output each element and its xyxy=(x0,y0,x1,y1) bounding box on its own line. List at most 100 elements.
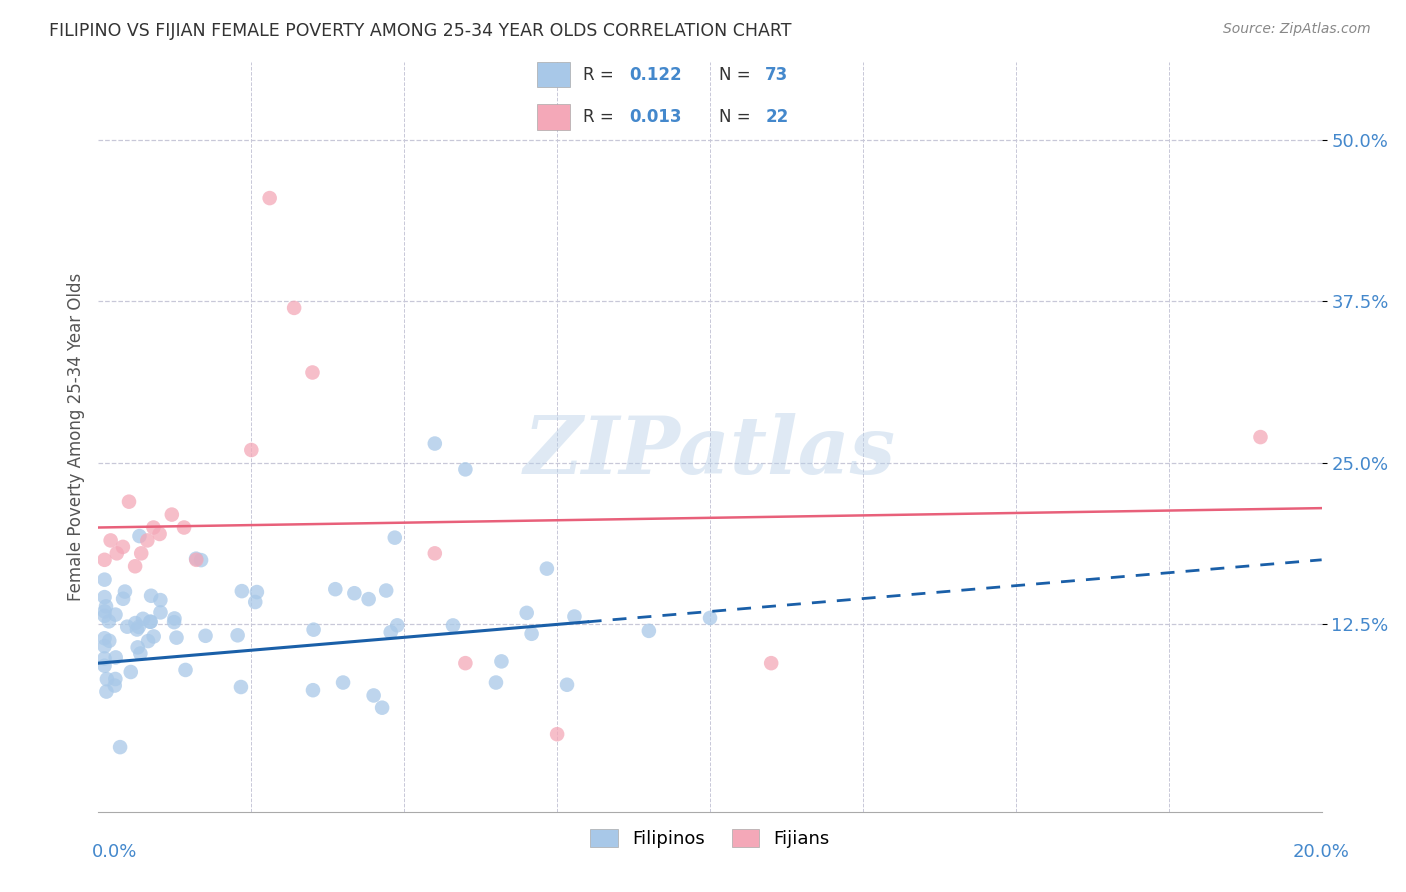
Text: ZIPatlas: ZIPatlas xyxy=(524,413,896,491)
Point xyxy=(516,606,538,620)
Point xyxy=(124,559,146,574)
Point xyxy=(240,442,263,457)
Point xyxy=(142,629,165,643)
Point xyxy=(118,494,141,508)
Point xyxy=(97,615,120,629)
Text: R =: R = xyxy=(583,66,620,84)
Point xyxy=(357,592,380,607)
Point xyxy=(94,599,117,614)
Point xyxy=(96,672,118,686)
Point xyxy=(423,436,446,450)
Point xyxy=(536,561,558,575)
Point xyxy=(149,606,172,620)
Point xyxy=(132,612,155,626)
Bar xyxy=(537,104,571,130)
Point xyxy=(283,301,305,315)
Bar xyxy=(537,62,571,87)
Point xyxy=(100,533,122,548)
Point xyxy=(246,585,269,599)
Point xyxy=(128,529,150,543)
Point xyxy=(163,615,186,629)
Point xyxy=(142,520,165,534)
Point xyxy=(259,191,281,205)
Point xyxy=(380,625,402,640)
Text: 0.122: 0.122 xyxy=(630,66,682,84)
Point xyxy=(1249,430,1271,444)
Text: N =: N = xyxy=(718,108,756,126)
Point xyxy=(375,583,398,598)
Point xyxy=(127,640,149,655)
Point xyxy=(115,620,138,634)
Point xyxy=(125,623,148,637)
Point xyxy=(149,593,172,607)
Point xyxy=(190,553,212,567)
Point xyxy=(149,527,172,541)
Text: N =: N = xyxy=(718,66,756,84)
Point xyxy=(166,631,188,645)
Point xyxy=(104,672,127,686)
Point xyxy=(454,462,477,476)
Point xyxy=(194,629,217,643)
Point xyxy=(105,546,128,560)
Point xyxy=(564,609,586,624)
Point xyxy=(112,591,135,606)
Point xyxy=(163,611,186,625)
Point xyxy=(546,727,568,741)
Point xyxy=(104,650,127,665)
Y-axis label: Female Poverty Among 25-34 Year Olds: Female Poverty Among 25-34 Year Olds xyxy=(66,273,84,601)
Point xyxy=(637,624,661,638)
Point xyxy=(384,531,406,545)
Text: FILIPINO VS FIJIAN FEMALE POVERTY AMONG 25-34 YEAR OLDS CORRELATION CHART: FILIPINO VS FIJIAN FEMALE POVERTY AMONG … xyxy=(49,22,792,40)
Point xyxy=(93,658,115,673)
Point xyxy=(301,366,323,380)
Point xyxy=(96,684,118,698)
Point xyxy=(129,546,152,560)
Point xyxy=(93,632,115,646)
Legend: Filipinos, Fijians: Filipinos, Fijians xyxy=(583,822,837,855)
Point xyxy=(114,584,136,599)
Point xyxy=(343,586,366,600)
Point xyxy=(441,618,464,632)
Point xyxy=(555,678,578,692)
Point xyxy=(184,551,207,566)
Point xyxy=(136,533,159,548)
Point xyxy=(226,628,249,642)
Point xyxy=(104,679,127,693)
Text: 22: 22 xyxy=(765,108,789,126)
Point xyxy=(699,611,721,625)
Point xyxy=(120,665,142,679)
Point xyxy=(111,540,134,554)
Text: 20.0%: 20.0% xyxy=(1294,843,1350,861)
Point xyxy=(245,595,267,609)
Point xyxy=(231,584,253,599)
Point xyxy=(93,604,115,618)
Point xyxy=(124,615,146,630)
Point xyxy=(520,627,543,641)
Point xyxy=(93,590,115,604)
Point xyxy=(173,520,195,534)
Text: 0.0%: 0.0% xyxy=(91,843,136,861)
Point xyxy=(485,675,508,690)
Point xyxy=(136,634,159,648)
Point xyxy=(93,553,115,567)
Point xyxy=(302,683,325,698)
Text: Source: ZipAtlas.com: Source: ZipAtlas.com xyxy=(1223,22,1371,37)
Point xyxy=(93,639,115,653)
Point xyxy=(371,700,394,714)
Point xyxy=(387,618,409,632)
Point xyxy=(323,582,346,597)
Point xyxy=(229,680,252,694)
Text: R =: R = xyxy=(583,108,620,126)
Point xyxy=(139,589,162,603)
Point xyxy=(160,508,183,522)
Point xyxy=(759,656,782,670)
Point xyxy=(454,656,477,670)
Point xyxy=(302,623,325,637)
Point xyxy=(139,615,162,629)
Point xyxy=(93,608,115,623)
Point xyxy=(423,546,446,560)
Point xyxy=(363,689,385,703)
Point xyxy=(129,647,152,661)
Point xyxy=(332,675,354,690)
Point xyxy=(139,615,162,629)
